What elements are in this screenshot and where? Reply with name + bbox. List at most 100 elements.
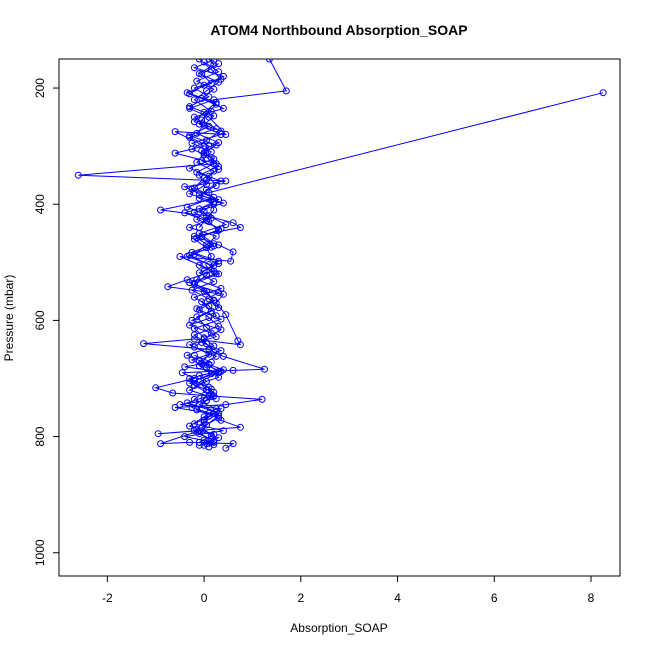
data-point	[212, 395, 220, 403]
data-point	[203, 87, 210, 95]
data-point	[157, 440, 165, 448]
data-point	[222, 177, 230, 185]
data-point	[210, 388, 218, 396]
data-point	[236, 224, 244, 231]
data-point	[181, 183, 189, 191]
data-point	[265, 59, 273, 63]
data-point	[210, 267, 218, 275]
data-point	[190, 420, 198, 428]
data-point	[188, 316, 196, 324]
x-tick-label: 4	[394, 591, 401, 605]
data-point	[219, 104, 227, 112]
data-point	[210, 438, 218, 446]
data-point	[186, 438, 194, 446]
data-point	[186, 164, 194, 172]
data-point	[171, 128, 179, 136]
data-point	[215, 241, 223, 249]
data-point	[210, 85, 218, 93]
data-point	[210, 297, 218, 305]
data-point	[217, 405, 225, 413]
data-point	[210, 441, 218, 449]
data-point	[215, 434, 223, 442]
data-point	[222, 131, 230, 138]
data-point	[195, 306, 203, 314]
data-point	[205, 345, 213, 353]
data-point	[190, 208, 198, 216]
data-point	[178, 369, 186, 377]
data-point	[219, 199, 227, 207]
data-point	[205, 261, 213, 269]
data-point	[183, 276, 191, 284]
x-axis: -2 0 2 4 6 8	[102, 576, 595, 605]
data-point	[190, 96, 198, 104]
data-point	[258, 395, 266, 403]
data-point	[217, 326, 225, 334]
data-point	[74, 171, 82, 179]
data-point	[261, 365, 268, 373]
data-point	[169, 389, 177, 397]
y-tick-label: 200	[33, 78, 47, 98]
data-point	[599, 89, 607, 97]
data-point	[195, 224, 203, 231]
data-point	[236, 423, 244, 431]
data-point	[190, 232, 198, 240]
data-point	[222, 311, 230, 319]
data-point	[219, 290, 227, 298]
data-point	[215, 257, 223, 265]
data-point	[193, 406, 201, 414]
data-point	[176, 253, 184, 260]
x-tick-label: 6	[491, 591, 498, 605]
x-tick-label: 0	[201, 591, 208, 605]
data-point	[219, 352, 227, 360]
data-point	[186, 190, 194, 198]
data-point	[190, 118, 198, 126]
data-point	[171, 149, 179, 157]
data-point	[193, 77, 201, 85]
data-point	[181, 433, 189, 441]
data-point	[219, 427, 227, 435]
data-point	[183, 89, 191, 97]
data-point	[227, 257, 235, 265]
data-point	[203, 136, 210, 144]
data-point	[203, 386, 210, 394]
data-point	[210, 112, 218, 120]
series-line-5	[78, 59, 288, 449]
data-point	[205, 113, 213, 121]
data-point	[210, 96, 218, 104]
data-point	[210, 430, 218, 438]
data-point	[154, 430, 162, 438]
data-point	[210, 206, 218, 214]
data-point	[157, 206, 165, 214]
data-point	[200, 334, 208, 342]
data-point	[229, 219, 237, 227]
data-point	[229, 366, 237, 374]
data-point	[195, 441, 203, 449]
data-point	[190, 84, 198, 92]
data-point	[193, 215, 201, 223]
data-point	[195, 427, 203, 435]
data-point	[215, 414, 223, 422]
data-point	[198, 298, 206, 306]
data-point	[176, 401, 184, 409]
data-point	[190, 335, 198, 343]
data-point	[215, 68, 223, 76]
data-point	[188, 145, 196, 153]
y-tick-label: 400	[33, 194, 47, 214]
data-point	[195, 261, 203, 269]
data-point	[164, 283, 172, 291]
data-point	[217, 347, 225, 355]
data-point	[222, 401, 230, 409]
data-point	[205, 412, 213, 420]
data-point	[198, 70, 206, 78]
data-point	[212, 160, 220, 168]
y-axis: 200 400 600 800 1000	[33, 78, 59, 566]
data-point	[207, 79, 215, 87]
data-point	[190, 64, 198, 72]
chart-title: ATOM4 Northbound Absorption_SOAP	[210, 22, 467, 38]
y-tick-label: 1000	[33, 539, 47, 566]
data-point	[190, 343, 198, 351]
data-point	[215, 139, 223, 147]
data-point	[181, 363, 189, 371]
series-line-7	[179, 354, 224, 446]
